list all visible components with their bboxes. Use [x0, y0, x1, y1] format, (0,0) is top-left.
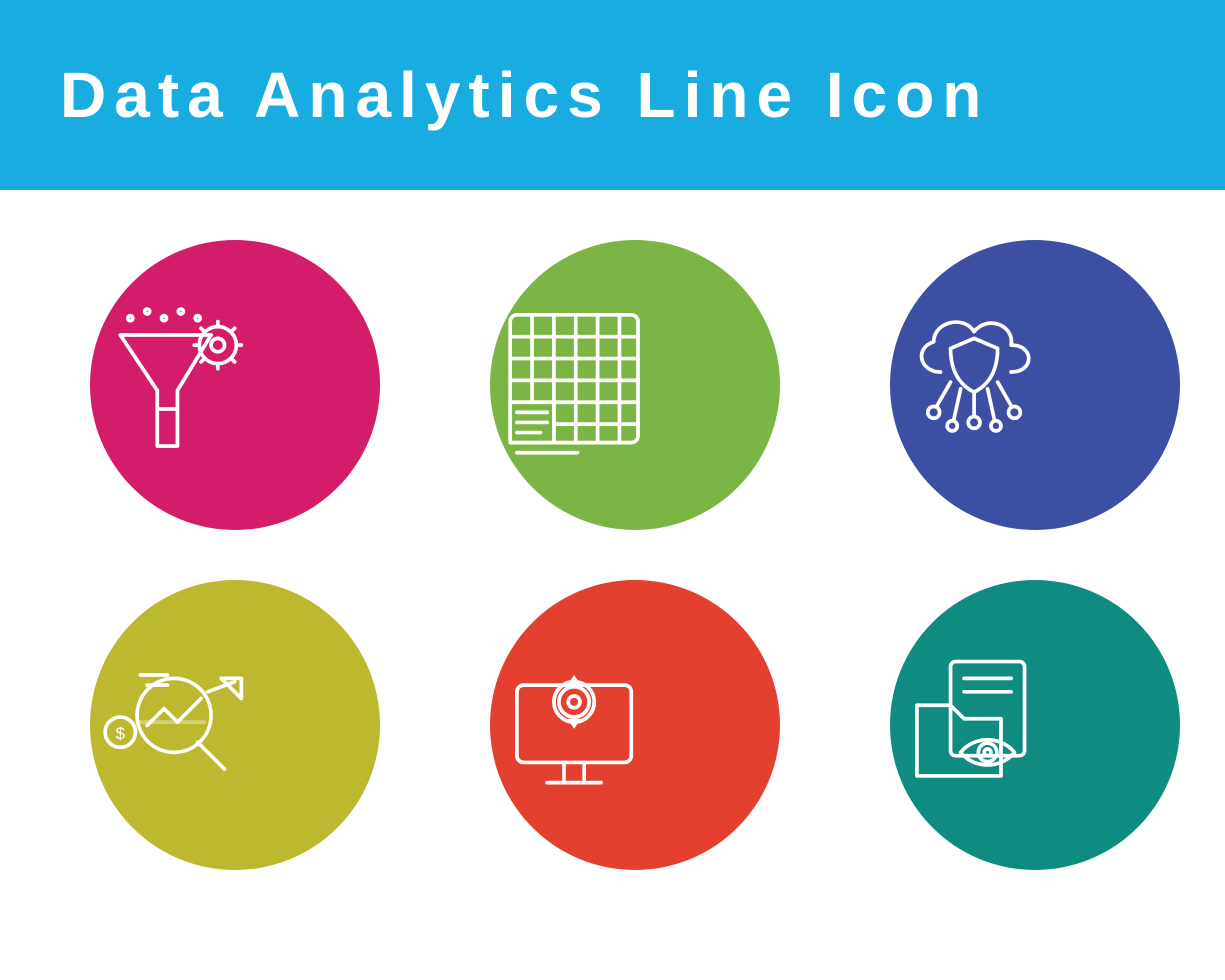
- monitor-process-icon: [490, 638, 780, 811]
- page-title: Data Analytics Line Icon: [60, 58, 989, 132]
- folder-eye-icon: [890, 638, 1180, 811]
- tile-cloud-shield: [890, 240, 1180, 530]
- svg-text:$: $: [116, 724, 126, 743]
- title-banner: Data Analytics Line Icon: [0, 0, 1225, 190]
- tile-funnel-gear: [90, 240, 380, 530]
- funnel-gear-icon: [90, 298, 380, 471]
- tile-folder-eye: [890, 580, 1180, 870]
- finance-search-icon: $: [90, 638, 380, 811]
- tile-finance-search: $: [90, 580, 380, 870]
- cloud-shield-icon: [890, 298, 1180, 471]
- tile-spreadsheet: [490, 240, 780, 530]
- icon-grid: $: [0, 190, 1225, 930]
- spreadsheet-grid-icon: [490, 298, 780, 471]
- tile-monitor-process: [490, 580, 780, 870]
